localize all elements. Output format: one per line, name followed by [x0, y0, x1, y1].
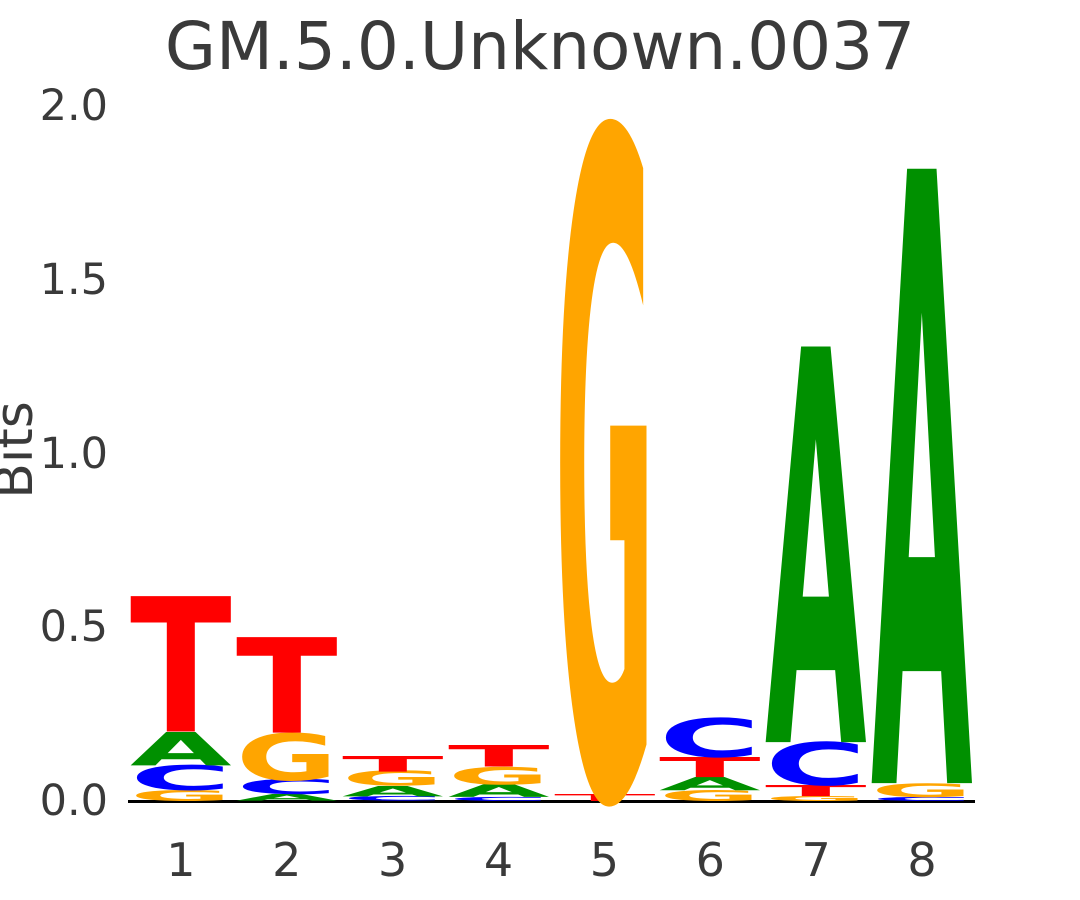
- logo-letter-G-pos2: G: [236, 720, 338, 795]
- x-tick-label: 8: [907, 833, 937, 887]
- logo-letter-T-pos5: T: [554, 792, 656, 803]
- x-tick-label: 5: [589, 833, 620, 887]
- svg-text:G: G: [448, 762, 550, 790]
- logo-letter-A-pos8: A: [871, 2, 974, 900]
- logo-letter-G-pos8: G: [871, 780, 973, 802]
- svg-text:C: C: [448, 796, 550, 802]
- x-tick-label: 7: [801, 833, 831, 887]
- x-tick-label: 1: [166, 833, 196, 887]
- logo-letter-G-pos3: G: [342, 768, 444, 791]
- svg-text:T: T: [130, 560, 232, 776]
- y-tick-label: 0.5: [39, 602, 108, 653]
- svg-text:G: G: [871, 780, 973, 802]
- svg-text:C: C: [765, 731, 867, 799]
- svg-text:G: G: [659, 787, 761, 805]
- y-tick-label: 1.5: [39, 254, 108, 305]
- svg-text:G: G: [765, 795, 867, 803]
- svg-text:C: C: [342, 795, 444, 802]
- svg-text:G: G: [130, 787, 232, 805]
- svg-text:C: C: [236, 776, 338, 800]
- logo-letter-C-pos4: C: [448, 796, 550, 802]
- logo-letter-T-pos7: T: [765, 782, 867, 800]
- svg-text:C: C: [130, 758, 232, 798]
- x-axis-line: [128, 800, 975, 803]
- logo-letter-A-pos6: A: [659, 773, 761, 794]
- logo-letter-T-pos4: T: [448, 740, 550, 774]
- svg-text:A: A: [130, 723, 232, 776]
- logo-letter-C-pos2: C: [236, 776, 338, 800]
- svg-text:A: A: [765, 239, 868, 871]
- logo-letter-C-pos6: C: [659, 707, 761, 769]
- svg-text:G: G: [236, 720, 338, 795]
- logo-letter-A-pos1: A: [130, 723, 232, 776]
- x-tick-label: 6: [695, 833, 725, 887]
- svg-text:C: C: [659, 707, 761, 769]
- logo-letter-C-pos8: C: [871, 796, 973, 802]
- logo-letter-G-pos4: G: [448, 762, 550, 790]
- logo-letter-C-pos3: C: [342, 795, 444, 802]
- logo-letter-G-pos6: G: [659, 787, 761, 805]
- svg-text:A: A: [659, 773, 761, 794]
- logo-letter-A-pos4: A: [448, 781, 550, 801]
- logo-letter-T-pos2: T: [236, 611, 338, 763]
- svg-text:T: T: [342, 752, 444, 777]
- svg-text:T: T: [659, 751, 761, 783]
- x-tick-label: 2: [272, 833, 302, 887]
- logo-letter-T-pos1: T: [130, 560, 232, 776]
- logo-letter-G-pos7: G: [765, 795, 867, 803]
- x-tick-label: 4: [483, 833, 514, 887]
- svg-text:C: C: [871, 796, 973, 802]
- svg-text:T: T: [236, 611, 338, 763]
- logo-letter-C-pos1: C: [130, 758, 232, 798]
- y-tick-label: 1.0: [39, 428, 108, 479]
- logo-letter-G-pos5: G: [554, 0, 656, 900]
- logo-letter-A-pos2: A: [236, 793, 338, 804]
- svg-text:G: G: [554, 0, 656, 900]
- x-tick-label: 3: [378, 833, 408, 887]
- svg-text:G: G: [342, 768, 444, 791]
- logo-letter-C-pos7: C: [765, 731, 867, 799]
- y-tick-label: 0.0: [39, 776, 108, 826]
- svg-text:A: A: [448, 781, 550, 801]
- svg-text:A: A: [871, 2, 974, 900]
- chart-title: GM.5.0.Unknown.0037: [164, 8, 916, 85]
- logo-letter-G-pos1: G: [130, 787, 232, 805]
- svg-text:T: T: [554, 792, 656, 803]
- y-tick-label: 2.0: [39, 81, 108, 131]
- svg-text:T: T: [765, 782, 867, 800]
- logo-letter-T-pos6: T: [659, 751, 761, 783]
- svg-text:T: T: [448, 740, 550, 774]
- logo-letter-A-pos3: A: [342, 783, 444, 800]
- svg-text:A: A: [236, 793, 338, 804]
- svg-text:A: A: [342, 783, 444, 800]
- logo-letter-A-pos7: A: [765, 239, 868, 871]
- logo-letter-T-pos3: T: [342, 752, 444, 777]
